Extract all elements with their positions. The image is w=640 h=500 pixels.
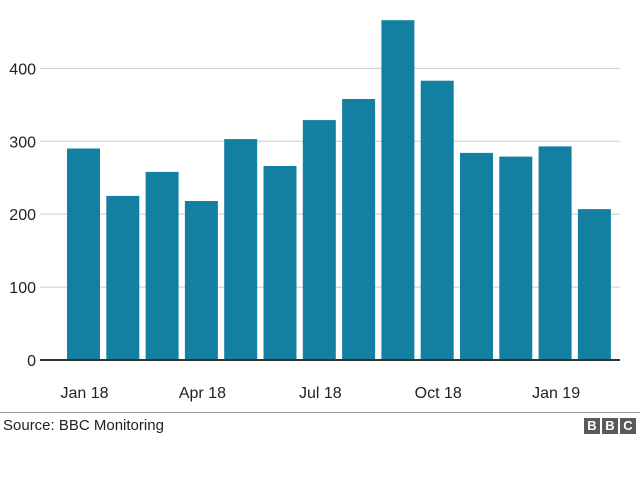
logo-letter-b2: B [602,418,618,434]
x-tick-label-apr-18: Apr 18 [179,385,226,402]
bar-jan-18 [67,148,100,360]
bar-nov-18 [460,152,493,360]
y-tick-label-200: 200 [9,207,36,224]
y-tick-label-300: 300 [9,134,36,151]
x-tick-label-jul-18: Jul 18 [299,385,342,402]
x-tick-label-oct-18: Oct 18 [415,385,462,402]
y-tick-label-100: 100 [9,280,36,297]
bbc-logo: B B C [584,418,636,434]
y-axis-ticks: 0 100 200 300 400 [9,61,36,370]
bar-oct-18 [420,80,454,360]
bar-jan-19 [538,146,572,360]
bar-mar-18 [145,171,179,360]
x-tick-label-jan-19: Jan 19 [532,385,580,402]
y-tick-label-0: 0 [27,353,36,370]
bar-series [67,20,611,360]
bar-sep-18 [381,20,415,360]
source-credit: Source: BBC Monitoring [3,417,164,434]
bar-aug-18 [342,99,376,360]
y-tick-label-400: 400 [9,61,36,78]
logo-letter-b1: B [584,418,600,434]
bar-apr-18 [184,201,218,360]
bar-may-18 [224,139,258,360]
logo-letter-c: C [620,418,636,434]
bar-jun-18 [263,166,297,360]
bar-feb-19 [577,209,611,360]
x-tick-label-jan-18: Jan 18 [60,385,108,402]
footer-divider [0,412,640,413]
x-axis-ticks: Jan 18 Apr 18 Jul 18 Oct 18 Jan 19 [60,385,580,402]
bar-jul-18 [302,120,336,360]
bar-feb-18 [106,195,140,360]
bar-dec-18 [499,156,533,360]
